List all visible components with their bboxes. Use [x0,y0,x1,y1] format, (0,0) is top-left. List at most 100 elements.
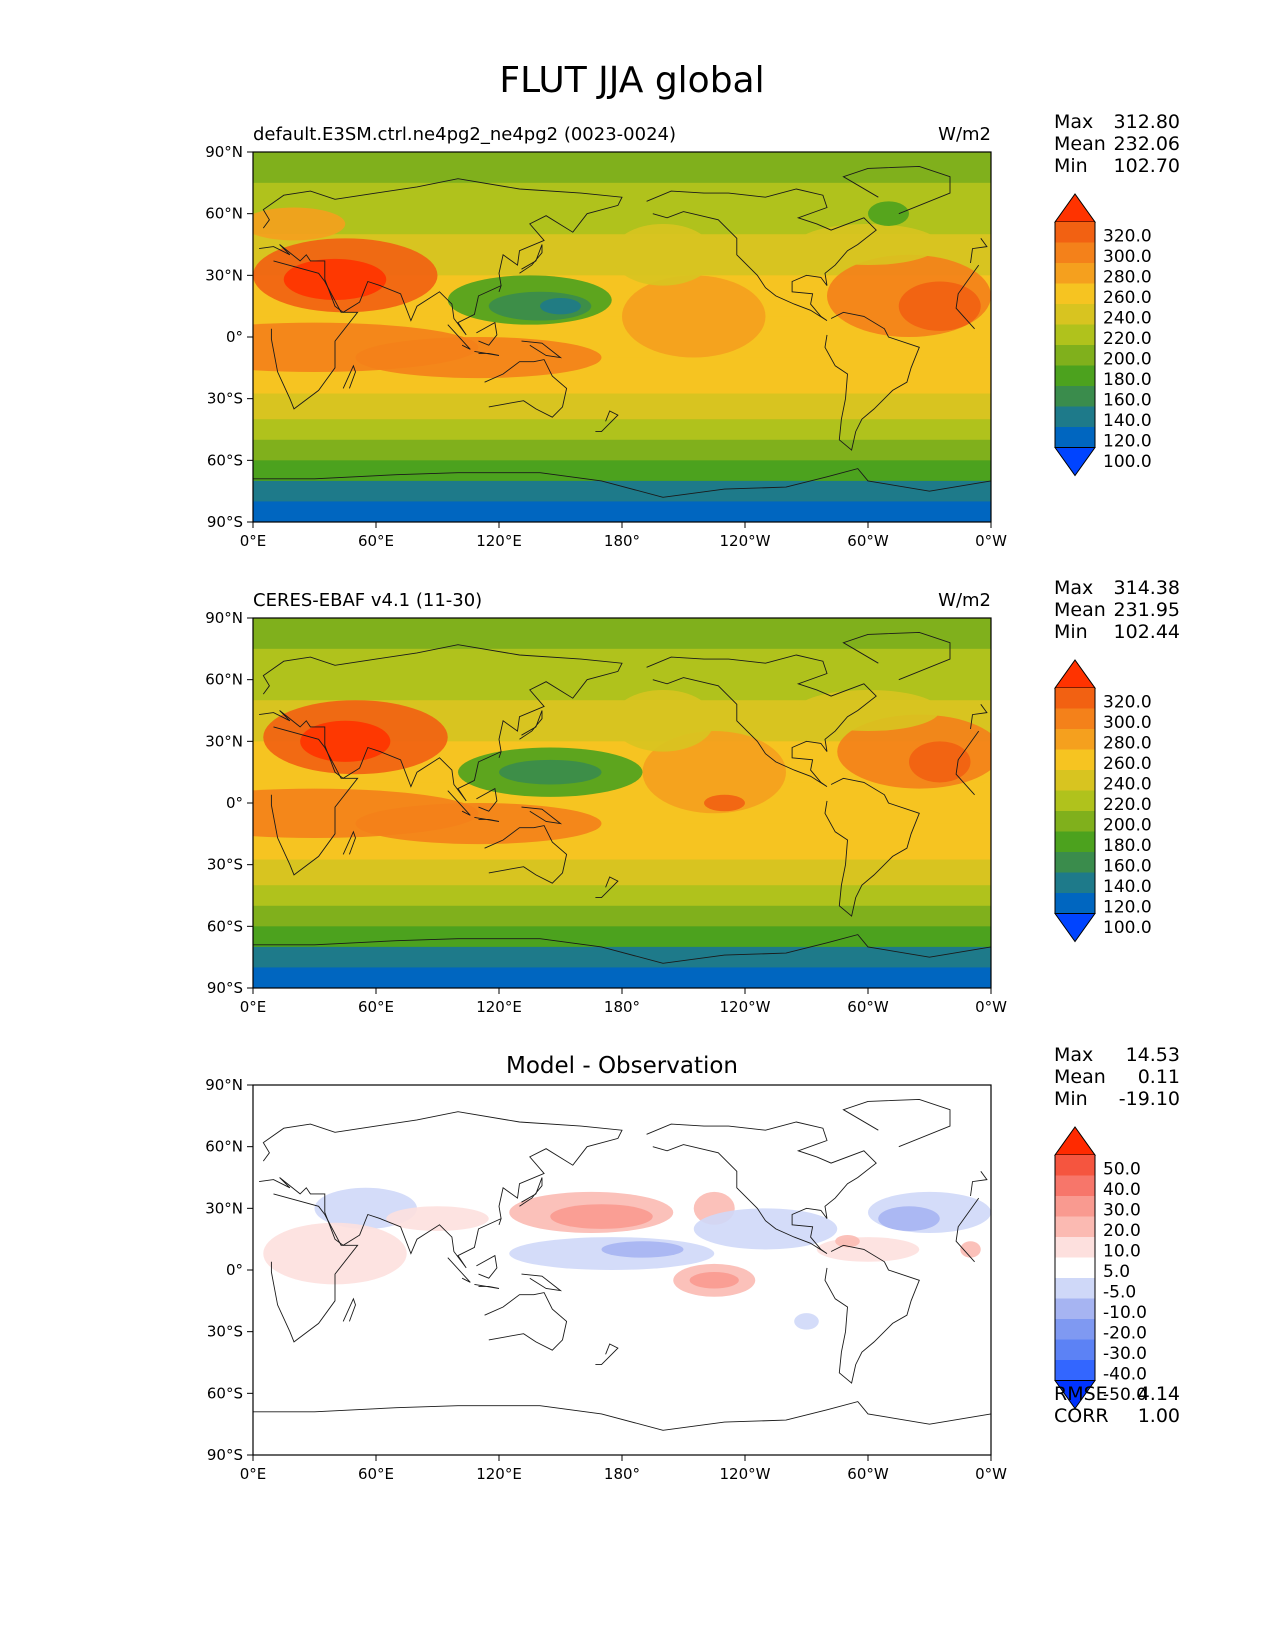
colorbar-extend-max [1054,659,1096,689]
stat-label: Mean [1054,599,1106,621]
colorbar-extend-min [1054,447,1096,477]
stat-value: 102.44 [1114,621,1180,643]
y-tick-label: 90°N [205,1076,243,1094]
stat-value: 102.70 [1114,155,1180,177]
colorbar-tick-label: 280.0 [1103,734,1152,754]
colorbar-tick-label: 160.0 [1103,391,1152,411]
colorbar-cell [1055,1319,1095,1340]
colorbar-cell [1055,688,1095,709]
colorbar-extend-max [1054,193,1096,223]
y-tick-label: 0° [226,328,243,346]
x-tick-label: 120°W [720,998,771,1016]
y-tick-label: 0° [226,794,243,812]
x-tick-label: 60°W [847,1465,889,1483]
y-tick-label: 60°N [205,671,243,689]
panel-obs: 0°E 60°E 120°E 180° 120°W 60°W 0°W 90°N 60°N 30°N… [205,577,1180,1016]
colorbar-cell [1055,1339,1095,1361]
y-tick-label: 90°S [207,1446,243,1464]
x-tick-label: 0°E [240,998,267,1016]
extra-stat-value: 1.00 [1138,1405,1180,1427]
colorbar-cell [1055,1257,1095,1279]
colorbar-tick-label: 100.0 [1103,452,1152,472]
coastlines [253,631,991,964]
colorbar-cell [1055,365,1095,387]
colorbar-tick-label: 20.0 [1103,1221,1141,1241]
colorbar-tick-label: 260.0 [1103,754,1152,774]
x-tick-label: 120°E [476,1465,522,1483]
x-tick-label: 0°W [975,532,1007,550]
stat-value: 314.38 [1114,577,1180,599]
stat-label: Min [1054,621,1088,643]
colorbar-tick-label: 240.0 [1103,309,1152,329]
colorbar-tick-label: 10.0 [1103,1242,1141,1262]
colorbar-tick-label: 50.0 [1103,1160,1141,1180]
colorbar-cell [1055,345,1095,366]
colorbar-tick-label: 180.0 [1103,370,1152,390]
colorbar-tick-label: -40.0 [1103,1365,1147,1385]
y-tick-label: 60°N [205,205,243,223]
colorbar-extend-min [1054,913,1096,943]
colorbar-cell [1055,1216,1095,1238]
colorbar-tick-label: -5.0 [1103,1283,1136,1303]
colorbar-cell [1055,811,1095,832]
colorbar-tick-label: -30.0 [1103,1344,1147,1364]
colorbar-cell [1055,1175,1095,1197]
colorbar-tick-label: -20.0 [1103,1324,1147,1344]
colorbar-cell [1055,749,1095,771]
x-tick-label: 120°E [476,998,522,1016]
colorbar-cell [1055,242,1095,264]
panel-left-title: CERES-EBAF v4.1 (11-30) [253,590,482,611]
colorbar-tick-label: 220.0 [1103,329,1152,349]
map-field-diff [253,1085,991,1455]
stat-value: 14.53 [1126,1044,1180,1066]
extra-stat-label: RMSE [1054,1383,1108,1405]
stat-label: Max [1054,1044,1093,1066]
colorbar-tick-label: 100.0 [1103,918,1152,938]
colorbar-tick-label: -10.0 [1103,1303,1147,1323]
colorbar-tick-label: 220.0 [1103,795,1152,815]
colorbar-cell [1055,304,1095,325]
colorbar-cell [1055,893,1095,914]
y-tick-label: 90°S [207,979,243,997]
colorbar-cell [1055,770,1095,791]
x-tick-label: 120°W [720,532,771,550]
colorbar-tick-label: 160.0 [1103,857,1152,877]
y-tick-label: 60°S [207,917,243,935]
colorbar-tick-label: 240.0 [1103,775,1152,795]
x-tick-label: 60°E [358,998,394,1016]
colorbar-cell [1055,872,1095,894]
panel-units: W/m2 [938,124,991,145]
colorbar-cell [1055,386,1095,407]
x-tick-label: 180° [604,1465,640,1483]
x-tick-label: 180° [604,532,640,550]
colorbar-cell [1055,708,1095,730]
colorbar-cell [1055,1237,1095,1258]
figure-title: FLUT JJA global [499,60,764,101]
colorbar-tick-label: 120.0 [1103,898,1152,918]
x-tick-label: 60°W [847,998,889,1016]
y-tick-label: 30°S [207,856,243,874]
colorbar-cell [1055,406,1095,428]
colorbar-tick-label: 180.0 [1103,836,1152,856]
colorbar-cell [1055,324,1095,346]
x-tick-label: 0°E [240,1465,267,1483]
y-tick-label: 30°N [205,1199,243,1217]
x-tick-label: 60°E [358,532,394,550]
x-tick-label: 0°W [975,1465,1007,1483]
panel-center-title: Model - Observation [506,1053,738,1079]
colorbar-tick-label: 200.0 [1103,350,1152,370]
colorbar-cell [1055,1278,1095,1299]
colorbar: 50.040.030.020.010.05.0-5.0-10.0-20.0-30… [1054,1126,1147,1410]
colorbar-cell [1055,729,1095,750]
colorbar-tick-label: 320.0 [1103,227,1152,247]
colorbar-tick-label: 260.0 [1103,288,1152,308]
x-tick-label: 120°E [476,532,522,550]
colorbar: 320.0300.0280.0260.0240.0220.0200.0180.0… [1054,659,1152,943]
colorbar-tick-label: 320.0 [1103,693,1152,713]
colorbar-tick-label: 140.0 [1103,877,1152,897]
coastlines [253,165,991,498]
colorbar-tick-label: 140.0 [1103,411,1152,431]
x-tick-label: 60°E [358,1465,394,1483]
map-field-obs [253,618,991,988]
